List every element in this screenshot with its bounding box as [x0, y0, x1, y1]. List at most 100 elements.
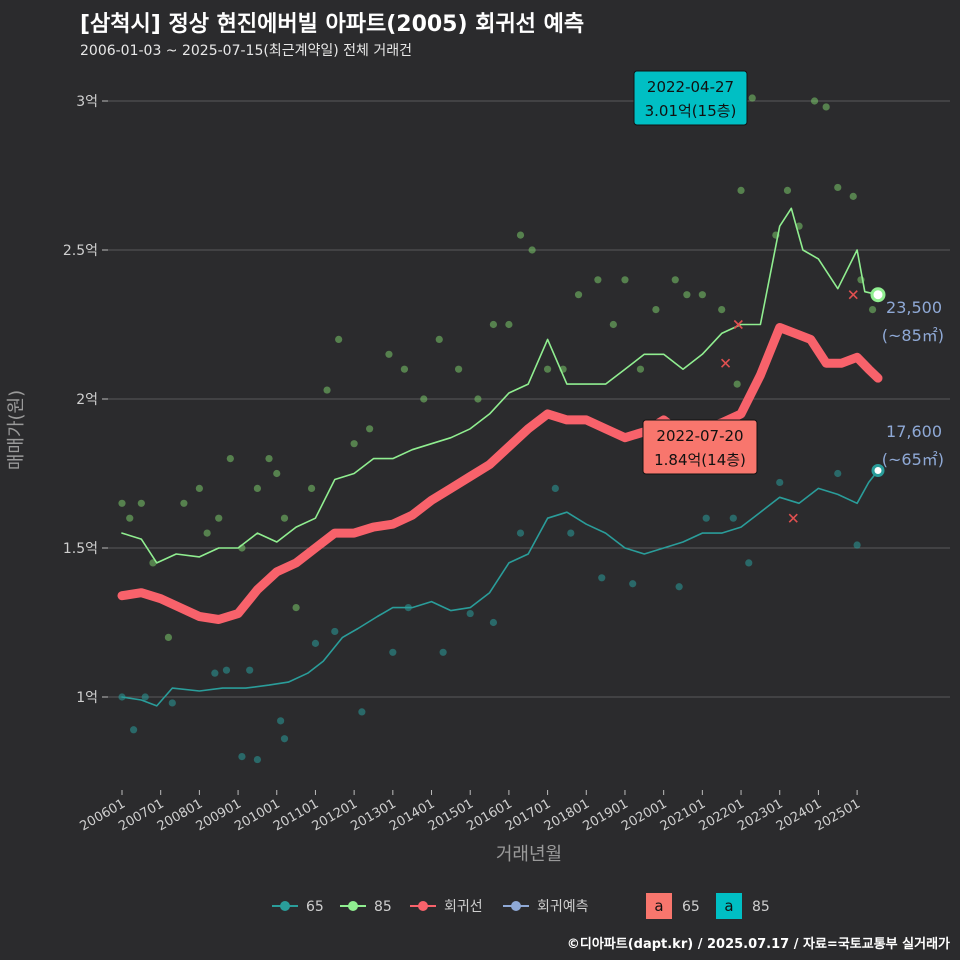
endpoint-85: [870, 287, 886, 303]
scatter-point-85: [683, 291, 691, 299]
legend-label: 회귀선: [444, 899, 483, 915]
y-tick-label: 3억: [76, 94, 98, 110]
y-tick-label: 2억: [76, 392, 98, 408]
scatter-point-85: [400, 365, 409, 373]
scatter-point-85: [118, 499, 126, 507]
scatter-point-85: [366, 425, 374, 433]
scatter-point-85: [718, 306, 726, 314]
trade-marker: [788, 513, 798, 523]
annotation-text-max: 3.01억(15층): [645, 102, 737, 120]
end-label-value-85: 23,500: [886, 298, 942, 317]
scatter-point-85: [698, 291, 706, 299]
legend-label: 65: [306, 899, 324, 915]
scatter-point-85: [435, 335, 443, 343]
scatter-point-65: [702, 514, 710, 522]
annotation-text-latest: 1.84억(14층): [654, 451, 746, 469]
trade-marker: [733, 319, 743, 330]
scatter-point-85: [420, 395, 428, 403]
scatter-point-85: [822, 103, 830, 111]
scatter-point-85: [516, 231, 525, 239]
scatter-point-65: [358, 708, 366, 716]
scatter-point-85: [594, 276, 602, 284]
scatter-point-85: [636, 365, 645, 373]
scatter-point-85: [265, 455, 273, 463]
scatter-point-85: [253, 484, 262, 492]
scatter-point-65: [745, 559, 753, 567]
scatter-point-65: [211, 669, 219, 677]
scatter-point-85: [280, 514, 289, 522]
scatter-point-65: [489, 618, 498, 627]
legend-key-dot: [348, 901, 358, 911]
scatter-point-65: [246, 666, 254, 674]
y-tick-label: 2.5억: [63, 243, 98, 259]
scatter-point-85: [505, 320, 513, 329]
scatter-point-85: [609, 320, 617, 329]
scatter-point-85: [335, 335, 343, 343]
legend-fill-label: 65: [682, 899, 700, 915]
scatter-point-85: [652, 306, 660, 314]
scatter-point-65: [389, 648, 397, 656]
scatter-point-85: [385, 350, 393, 358]
annotation-date-max: 2022-04-27: [647, 78, 734, 96]
legend-fill-item: a 85: [716, 893, 770, 919]
chart-title: [삼척시] 정상 현진에버빌 아파트(2005) 회귀선 예측: [80, 12, 585, 37]
legend-fill-key: [716, 893, 742, 919]
legend-key-dot: [280, 901, 290, 911]
legend-key-dot: [418, 901, 428, 911]
scatter-point-65: [776, 478, 784, 487]
scatter-point-65: [598, 574, 606, 582]
scatter-point-85: [671, 276, 679, 284]
y-tick-label: 1.5억: [63, 541, 98, 557]
legend-item: 회귀선: [410, 899, 483, 915]
scatter-point-85: [783, 186, 792, 194]
scatter-point-85: [868, 306, 877, 314]
scatter-point-85: [455, 365, 463, 373]
legend-item: 85: [340, 899, 392, 915]
scatter-point-85: [733, 380, 741, 388]
scatter-point-85: [748, 94, 756, 102]
scatter-point-65: [516, 529, 525, 537]
scatter-point-65: [168, 699, 176, 707]
chart-subtitle: 2006-01-03 ~ 2025-07-15(최근계약일) 전체 거래건: [80, 43, 412, 59]
scatter-point-85: [350, 440, 358, 448]
scatter-point-65: [675, 583, 683, 591]
scatter-point-85: [203, 529, 211, 537]
scatter-point-85: [226, 455, 234, 463]
scatter-point-65: [311, 639, 320, 647]
scatter-point-85: [195, 484, 203, 492]
series-line-85: [121, 207, 879, 564]
scatter-point-65: [834, 469, 842, 478]
scatter-point-85: [323, 386, 331, 394]
scatter-point-65: [238, 753, 246, 761]
scatter-point-85: [137, 499, 145, 507]
scatter-point-85: [292, 604, 300, 612]
trade-marker: [848, 290, 858, 300]
regression-line: [117, 323, 883, 624]
legend-label: 회귀예측: [537, 899, 589, 915]
trade-marker: [720, 358, 731, 368]
scatter-point-65: [253, 755, 262, 764]
scatter-point-65: [567, 529, 575, 537]
legend-fill-label: 85: [752, 899, 770, 915]
scatter-point-65: [629, 580, 637, 588]
legend-key-dot: [511, 901, 521, 911]
scatter-point-65: [853, 541, 861, 549]
scatter-point-65: [130, 726, 138, 734]
scatter-point-85: [737, 186, 745, 194]
scatter-point-65: [277, 717, 285, 725]
legend-fill-key-glyph: a: [724, 897, 733, 915]
legend-fill-key: [646, 893, 672, 919]
scatter-point-65: [729, 514, 737, 522]
scatter-point-85: [621, 276, 629, 284]
scatter-point-85: [164, 633, 173, 642]
scatter-point-65: [551, 484, 559, 492]
scatter-point-85: [215, 514, 223, 522]
scatter-point-65: [222, 666, 231, 674]
scatter-point-65: [141, 693, 149, 701]
series-line-65: [121, 469, 879, 707]
legend-fill-item: a 65: [646, 893, 700, 919]
legend-fill-key-glyph: a: [654, 897, 663, 915]
legend-item: 65: [272, 899, 324, 915]
scatter-point-65: [466, 609, 474, 618]
